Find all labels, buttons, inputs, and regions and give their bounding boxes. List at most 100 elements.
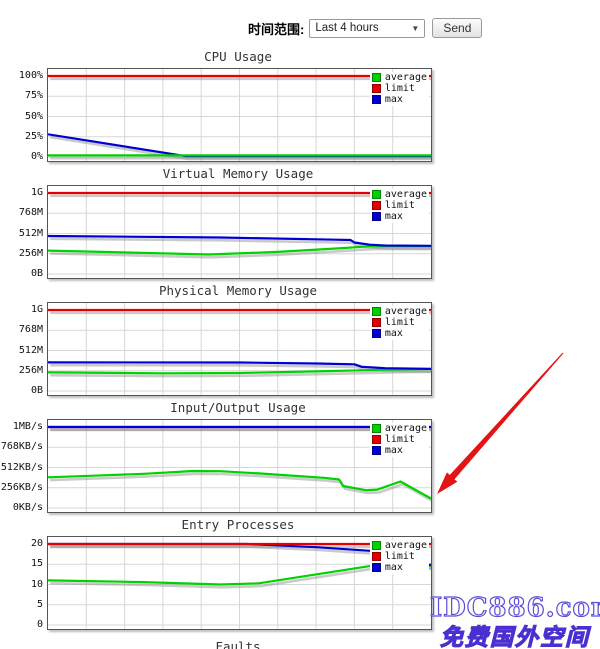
legend-label: max <box>384 562 403 573</box>
y-axis-label: 768M <box>18 207 43 219</box>
chart-row: 1G 768M 512M 256M 0B average limit max <box>0 302 432 396</box>
series-line-average <box>48 367 431 375</box>
y-axis-label: 10 <box>30 578 43 590</box>
chart-legend: average limit max <box>369 540 429 574</box>
chart-row: 20 15 10 5 0 average limit max <box>0 536 432 630</box>
time-range-select[interactable]: Last 4 hours ▼ <box>309 18 426 38</box>
legend-item-average: average <box>371 189 427 200</box>
time-range-selected-value: Last 4 hours <box>315 22 379 34</box>
y-axis-label: 512M <box>18 344 43 356</box>
legend-label: max <box>384 211 403 222</box>
legend-swatch-average <box>371 73 381 82</box>
y-axis-label: 0% <box>30 151 43 162</box>
chart-legend: average limit max <box>369 306 429 340</box>
legend-swatch-max <box>371 446 381 455</box>
y-axis-label: 1G <box>30 304 43 315</box>
y-axis-label: 50% <box>24 110 43 122</box>
legend-label: max <box>384 328 403 339</box>
legend-label: average <box>384 423 427 434</box>
legend-item-limit: limit <box>371 317 427 328</box>
chart-plot-area: average limit max <box>47 419 432 513</box>
chart-physical-memory-usage: Physical Memory Usage 1G 768M 512M 256M 0B ave… <box>0 284 600 396</box>
y-axis-label: 0KB/s <box>12 502 43 513</box>
legend-swatch-max <box>371 563 381 572</box>
legend-item-average: average <box>371 72 427 83</box>
y-axis-label: 0 <box>36 619 43 630</box>
legend-label: average <box>384 540 427 551</box>
chart-plot-area: average limit max <box>47 185 432 279</box>
chart-title: Physical Memory Usage <box>158 283 318 298</box>
chart-row: 1MB/s 768KB/s 512KB/s 256KB/s 0KB/s average li… <box>0 419 432 513</box>
legend-swatch-limit <box>371 552 381 561</box>
legend-label: max <box>384 445 403 456</box>
chart-cpu-usage: CPU Usage 100% 75% 50% 25% 0% average limit max <box>0 50 600 162</box>
chevron-down-icon: ▼ <box>411 23 420 33</box>
y-axis-label: 1MB/s <box>12 421 43 432</box>
y-axis-label: 512M <box>18 227 43 239</box>
legend-swatch-max <box>371 329 381 338</box>
legend-swatch-limit <box>371 201 381 210</box>
chart-legend: average limit max <box>369 72 429 106</box>
chart-row: 100% 75% 50% 25% 0% average limit max <box>0 68 432 162</box>
time-range-label: 时间范围: <box>248 21 305 37</box>
chart-plot-area: average limit max <box>47 536 432 630</box>
legend-item-limit: limit <box>371 551 427 562</box>
chart-entry-processes: Entry Processes 20 15 10 5 0 average limit max <box>0 518 600 630</box>
chart-legend: average limit max <box>369 189 429 223</box>
legend-swatch-average <box>371 541 381 550</box>
legend-swatch-limit <box>371 318 381 327</box>
legend-item-average: average <box>371 540 427 551</box>
y-axis-label: 0B <box>30 385 43 396</box>
chart-input-output-usage: Input/Output Usage 1MB/s 768KB/s 512KB/s 256… <box>0 401 600 513</box>
y-axis-label: 256M <box>18 247 43 259</box>
legend-item-average: average <box>371 306 427 317</box>
y-axis-label: 512KB/s <box>0 461 43 473</box>
legend-swatch-limit <box>371 84 381 93</box>
legend-item-max: max <box>371 211 427 222</box>
legend-label: average <box>384 72 427 83</box>
legend-swatch-average <box>371 307 381 316</box>
legend-label: limit <box>384 83 415 94</box>
legend-label: average <box>384 189 427 200</box>
y-axis-label: 1G <box>30 187 43 198</box>
chart-title: Virtual Memory Usage <box>162 166 314 181</box>
y-axis-label: 75% <box>24 90 43 102</box>
y-axis-label: 20 <box>30 538 43 549</box>
legend-item-limit: limit <box>371 434 427 445</box>
y-axis-label: 15 <box>30 558 43 570</box>
y-axis-label: 768M <box>18 324 43 336</box>
chart-title: CPU Usage <box>204 49 272 64</box>
chart-title: Input/Output Usage <box>170 400 306 415</box>
legend-item-limit: limit <box>371 200 427 211</box>
legend-label: limit <box>384 200 415 211</box>
legend-item-max: max <box>371 94 427 105</box>
send-button[interactable]: Send <box>432 18 483 38</box>
charts-container: CPU Usage 100% 75% 50% 25% 0% average limit max V… <box>0 50 600 649</box>
series-line-average <box>48 245 431 256</box>
series-line-max <box>48 361 431 370</box>
y-axis-label: 768KB/s <box>0 441 43 453</box>
y-axis-label: 256KB/s <box>0 481 43 493</box>
legend-item-average: average <box>371 423 427 434</box>
chart-plot-area: average limit max <box>47 68 432 162</box>
y-axis-label: 100% <box>18 70 43 81</box>
legend-label: average <box>384 306 427 317</box>
chart-virtual-memory-usage: Virtual Memory Usage 1G 768M 512M 256M 0B aver… <box>0 167 600 279</box>
time-range-bar: 时间范围: Last 4 hours ▼ Send <box>248 18 600 38</box>
legend-swatch-average <box>371 424 381 433</box>
legend-swatch-limit <box>371 435 381 444</box>
chart-title: Faults <box>215 639 261 649</box>
chart-plot-area: average limit max <box>47 302 432 396</box>
legend-swatch-average <box>371 190 381 199</box>
y-axis-label: 25% <box>24 130 43 142</box>
legend-label: limit <box>384 317 415 328</box>
chart-row: 1G 768M 512M 256M 0B average limit max <box>0 185 432 279</box>
legend-label: limit <box>384 551 415 562</box>
legend-label: max <box>384 94 403 105</box>
series-line-max <box>48 234 431 247</box>
legend-item-max: max <box>371 328 427 339</box>
legend-label: limit <box>384 434 415 445</box>
legend-item-limit: limit <box>371 83 427 94</box>
chart-title: Entry Processes <box>181 517 295 532</box>
chart-faults: Faults <box>0 640 600 649</box>
